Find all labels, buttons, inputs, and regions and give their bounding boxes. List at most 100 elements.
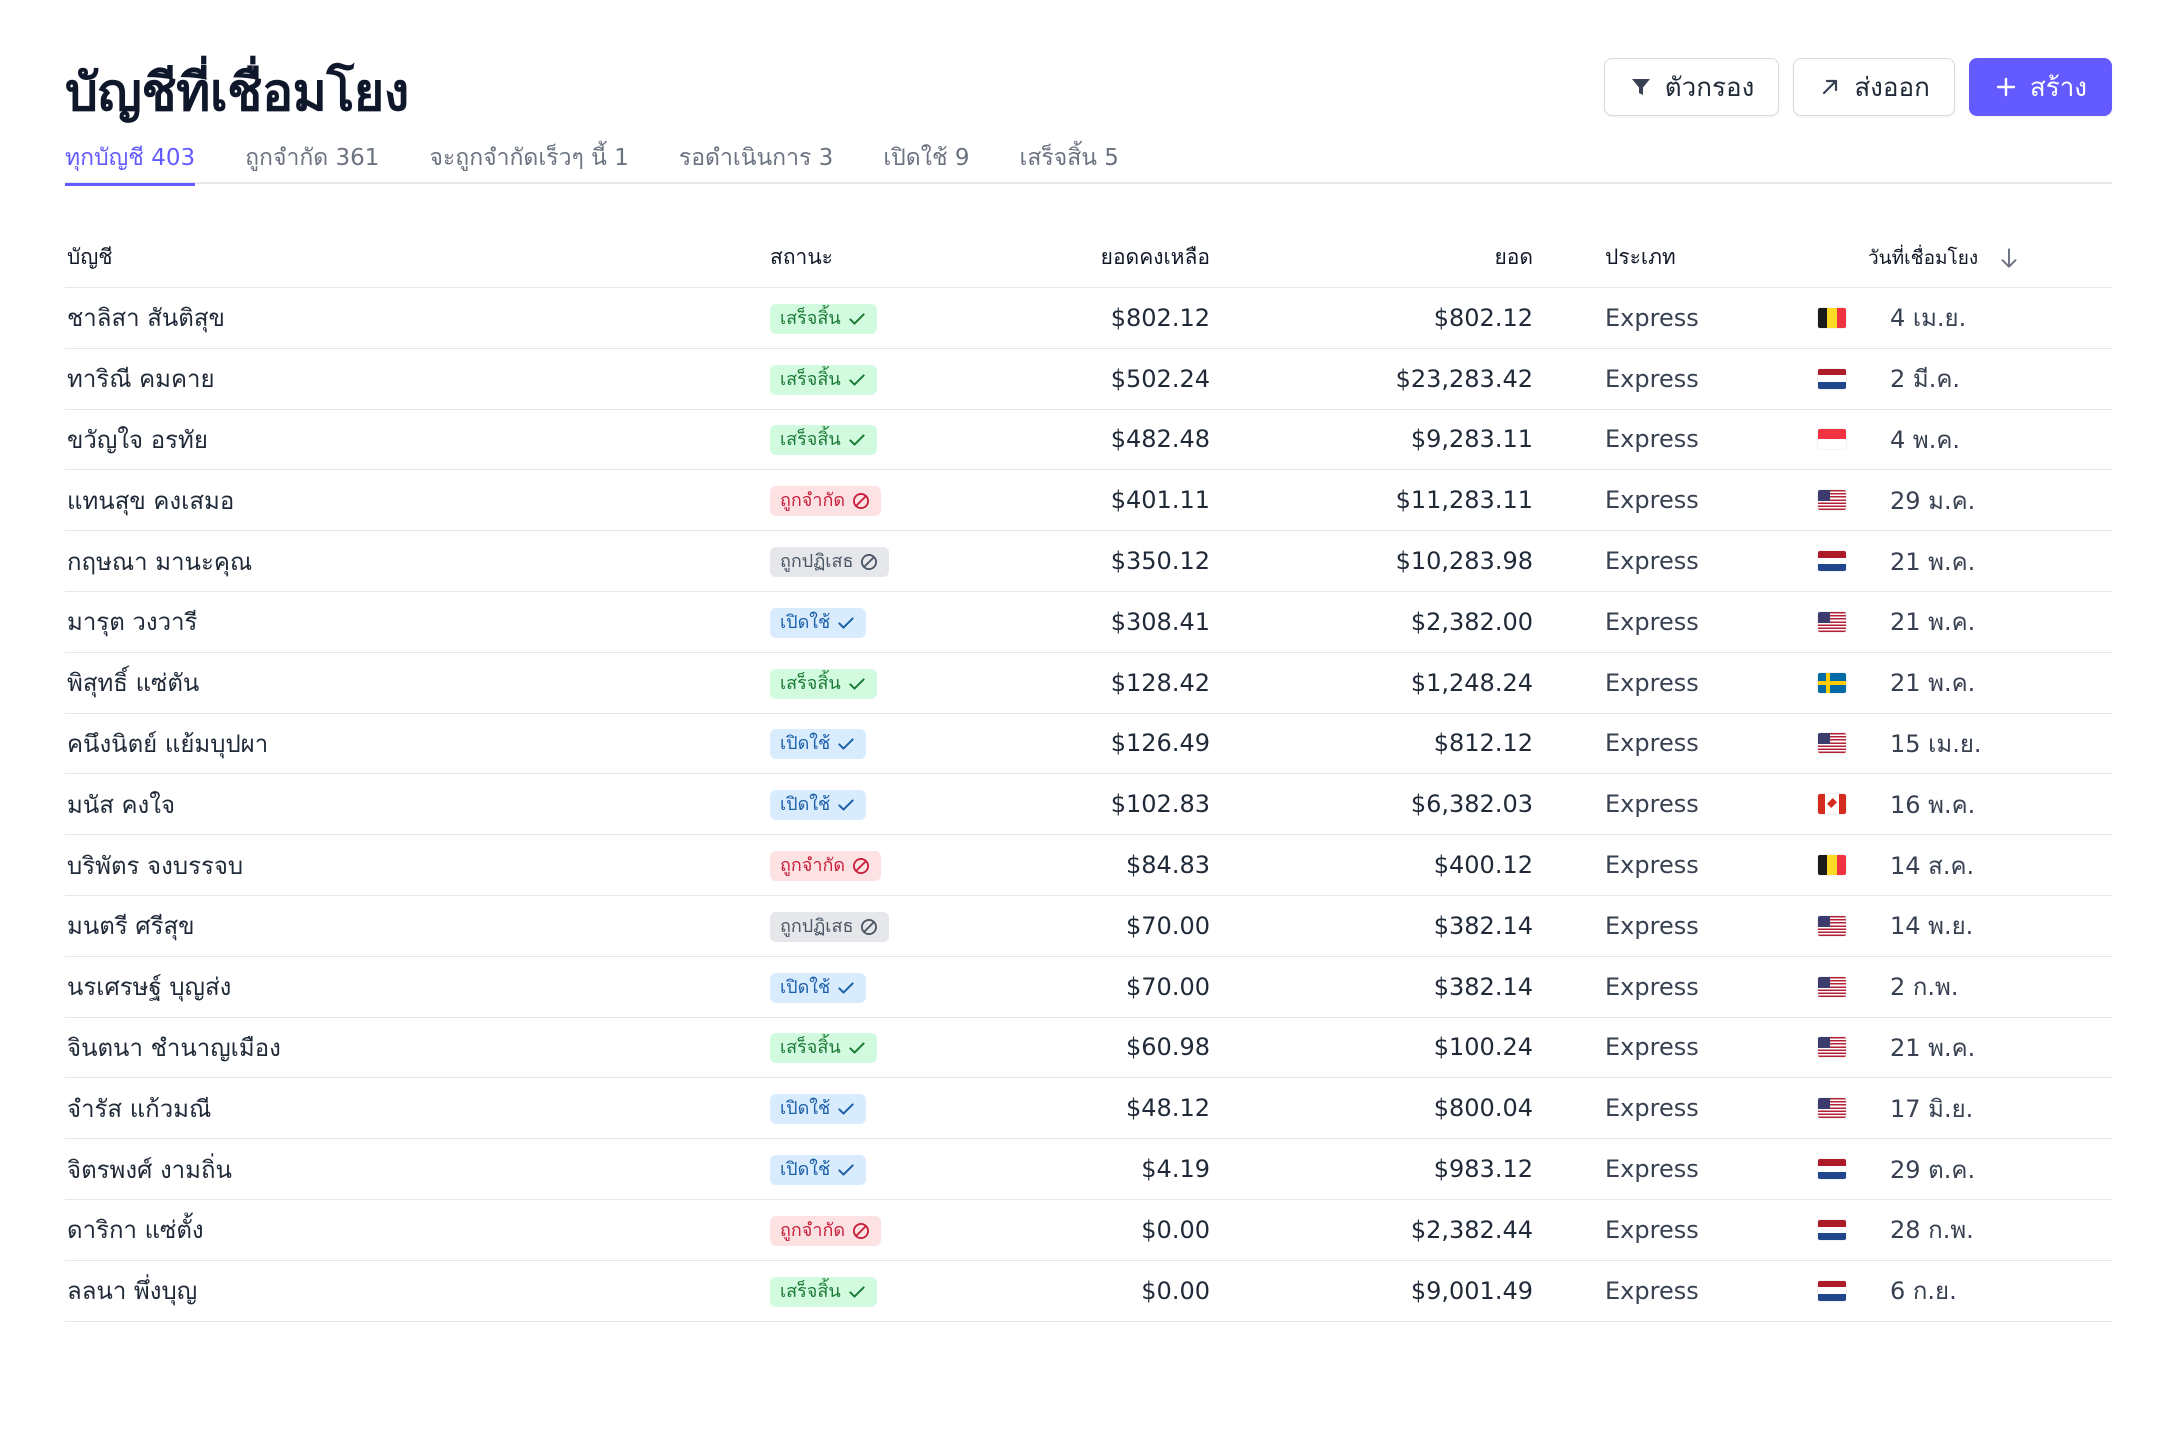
linked-date-cell: 21 พ.ค. — [1890, 669, 1976, 698]
type-cell: Express — [1605, 607, 1699, 636]
balance-cell: $128.42 — [1110, 668, 1210, 697]
country-flag-cell — [1818, 855, 1868, 876]
account-name: มารุต วงวารี — [67, 608, 198, 637]
table-row[interactable]: จิตรพงศ์ งามถิ่น เปิดใช้ $4.19 $983.12 Expre… — [65, 1139, 2112, 1200]
account-name: แทนสุข คงเสมอ — [67, 486, 235, 515]
column-header-type[interactable]: ประเภท — [1605, 245, 1676, 269]
country-flag-cell — [1818, 915, 1868, 936]
table-row[interactable]: คนึงนิตย์ แย้มบุปผา เปิดใช้ $126.49 $812.12… — [65, 714, 2112, 775]
blocked-icon — [861, 554, 878, 571]
balance-cell: $502.24 — [1110, 364, 1210, 393]
tab-0[interactable]: ทุกบัญชี 403 — [65, 136, 196, 186]
check-icon — [848, 1042, 865, 1055]
tab-1[interactable]: ถูกจำกัด 361 — [245, 145, 380, 171]
status-cell: เสร็จสิ้น — [770, 1031, 970, 1064]
column-header-amount[interactable]: ยอด — [1494, 245, 1533, 269]
linked-date-cell: 17 มิ.ย. — [1890, 1094, 1974, 1123]
type-cell: Express — [1605, 1033, 1699, 1062]
column-header-status[interactable]: สถานะ — [770, 245, 833, 269]
blocked-icon — [853, 493, 870, 510]
table-row[interactable]: ดาริกา แซ่ตั้ง ถูกจำกัด $0.00 $2,382.44 Expr… — [65, 1200, 2112, 1261]
filter-button[interactable]: ตัวกรอง — [1603, 58, 1780, 116]
amount-cell: $812.12 — [1433, 729, 1533, 758]
status-cell: เปิดใช้ — [770, 606, 970, 638]
table-row[interactable]: บริพัตร จงบรรจบ ถูกจำกัด $84.83 $400.12 Expr… — [65, 835, 2112, 896]
country-flag-cell — [1818, 551, 1868, 572]
status-badge-label: ถูกจำกัด — [780, 855, 846, 877]
account-name: ขวัญใจ อรทัย — [67, 425, 208, 454]
table-row[interactable]: นรเศรษฐ์ บุญส่ง เปิดใช้ $70.00 $382.14 Expre… — [65, 957, 2112, 1018]
type-cell: Express — [1605, 1215, 1699, 1244]
check-icon — [848, 374, 865, 386]
account-name: ชาลิสา สันติสุข — [67, 304, 225, 333]
amount-cell: $9,001.49 — [1410, 1276, 1533, 1305]
table-row[interactable]: จำรัส แก้วมณี เปิดใช้ $48.12 $800.04 Express… — [65, 1078, 2112, 1140]
canada-flag-icon — [1818, 794, 1846, 815]
status-cell: ถูกจำกัด — [770, 484, 970, 517]
column-header-account[interactable]: บัญชี — [67, 245, 113, 269]
tab-2[interactable]: จะถูกจำกัดเร็วๆ นี้ 1 — [429, 145, 629, 171]
status-cell: เปิดใช้ — [770, 971, 970, 1003]
table-row[interactable]: แทนสุข คงเสมอ ถูกจำกัด $401.11 $11,283.11 Ex… — [65, 470, 2112, 532]
linked-date-cell: 2 ก.พ. — [1890, 973, 1959, 1002]
balance-cell: $126.49 — [1110, 729, 1210, 758]
account-name: จำรัส แก้วมณี — [67, 1094, 212, 1123]
check-icon — [838, 738, 854, 751]
singapore-flag-icon — [1818, 429, 1846, 450]
tab-5[interactable]: เสร็จสิ้น 5 — [1019, 145, 1119, 171]
status-cell: เปิดใช้ — [770, 788, 970, 821]
table-row[interactable]: ขวัญใจ อรทัย เสร็จสิ้น $482.48 $9,283.11 Exp… — [65, 410, 2112, 471]
table-row[interactable]: ลลนา พึ่งบุญ เสร็จสิ้น $0.00 $9,001.49 Expre… — [65, 1261, 2112, 1322]
status-badge: เปิดใช้ — [770, 972, 867, 1003]
country-flag-cell — [1818, 733, 1868, 754]
table-row[interactable]: ทาริณี คมคาย เสร็จสิ้น $502.24 $23,283.42 Ex… — [65, 349, 2112, 410]
create-button[interactable]: สร้าง — [1968, 58, 2112, 116]
country-flag-cell — [1818, 1098, 1868, 1119]
tab-4[interactable]: เปิดใช้ 9 — [883, 145, 970, 171]
arrow-down-icon[interactable] — [1996, 245, 2022, 271]
linked-date-cell: 21 พ.ค. — [1890, 608, 1976, 637]
table-row[interactable]: มนตรี ศรีสุข ถูกปฏิเสธ $70.00 $382.14 Expres… — [65, 896, 2112, 957]
status-badge: ถูกจำกัด — [770, 1215, 882, 1246]
type-cell: Express — [1605, 303, 1699, 332]
country-flag-cell — [1818, 611, 1868, 632]
table-row[interactable]: กฤษณา มานะคุณ ถูกปฏิเสธ $350.12 $10,283.98 E… — [65, 531, 2112, 592]
amount-cell: $10,283.98 — [1395, 547, 1533, 576]
table-row[interactable]: จินตนา ชำนาญเมือง เสร็จสิ้น $60.98 $100.24 E… — [65, 1018, 2112, 1079]
status-cell: ถูกปฏิเสธ — [770, 545, 970, 578]
usa-flag-icon — [1818, 1037, 1846, 1058]
linked-date-cell: 6 ก.ย. — [1890, 1277, 1957, 1306]
account-name: จินตนา ชำนาญเมือง — [67, 1033, 281, 1062]
column-header-balance[interactable]: ยอดคงเหลือ — [1100, 245, 1210, 269]
account-name: มนตรี ศรีสุข — [67, 912, 195, 941]
status-badge-label: ถูกจำกัด — [780, 490, 846, 512]
type-cell: Express — [1605, 486, 1699, 515]
status-badge: ถูกปฏิเสธ — [770, 547, 890, 578]
usa-flag-icon — [1818, 1098, 1846, 1119]
account-name: จิตรพงศ์ งามถิ่น — [67, 1155, 232, 1184]
balance-cell: $308.41 — [1110, 607, 1210, 636]
check-icon — [838, 1164, 854, 1176]
amount-cell: $382.14 — [1433, 911, 1533, 940]
type-cell: Express — [1605, 1094, 1699, 1123]
page-title: บัญชีที่เชื่อมโยง — [65, 63, 409, 123]
table-row[interactable]: มารุต วงวารี เปิดใช้ $308.41 $2,382.00 Expre… — [65, 592, 2112, 653]
export-button[interactable]: ส่งออก — [1793, 58, 1955, 116]
export-button-label: ส่งออก — [1854, 72, 1930, 103]
balance-cell: $482.48 — [1110, 425, 1210, 454]
balance-cell: $70.00 — [1126, 911, 1210, 940]
sweden-flag-icon — [1818, 672, 1846, 693]
column-header-linked-date[interactable]: วันที่เชื่อมโยง — [1868, 243, 2068, 273]
type-cell: Express — [1605, 972, 1699, 1001]
balance-cell: $102.83 — [1110, 790, 1210, 819]
type-cell: Express — [1605, 425, 1699, 454]
amount-cell: $400.12 — [1433, 851, 1533, 880]
table-row[interactable]: ชาลิสา สันติสุข เสร็จสิ้น $802.12 $802.12 Ex… — [65, 288, 2112, 349]
tab-3[interactable]: รอดำเนินการ 3 — [678, 145, 834, 171]
amount-cell: $23,283.42 — [1395, 364, 1533, 393]
country-flag-cell — [1818, 672, 1868, 693]
table-row[interactable]: พิสุทธิ์ แซ่ตัน เสร็จสิ้น $128.42 $1,248.24… — [65, 653, 2112, 714]
status-badge-label: เปิดใช้ — [780, 976, 831, 998]
balance-cell: $802.12 — [1110, 303, 1210, 332]
table-row[interactable]: มนัส คงใจ เปิดใช้ $102.83 $6,382.03 Express 1… — [65, 774, 2112, 836]
